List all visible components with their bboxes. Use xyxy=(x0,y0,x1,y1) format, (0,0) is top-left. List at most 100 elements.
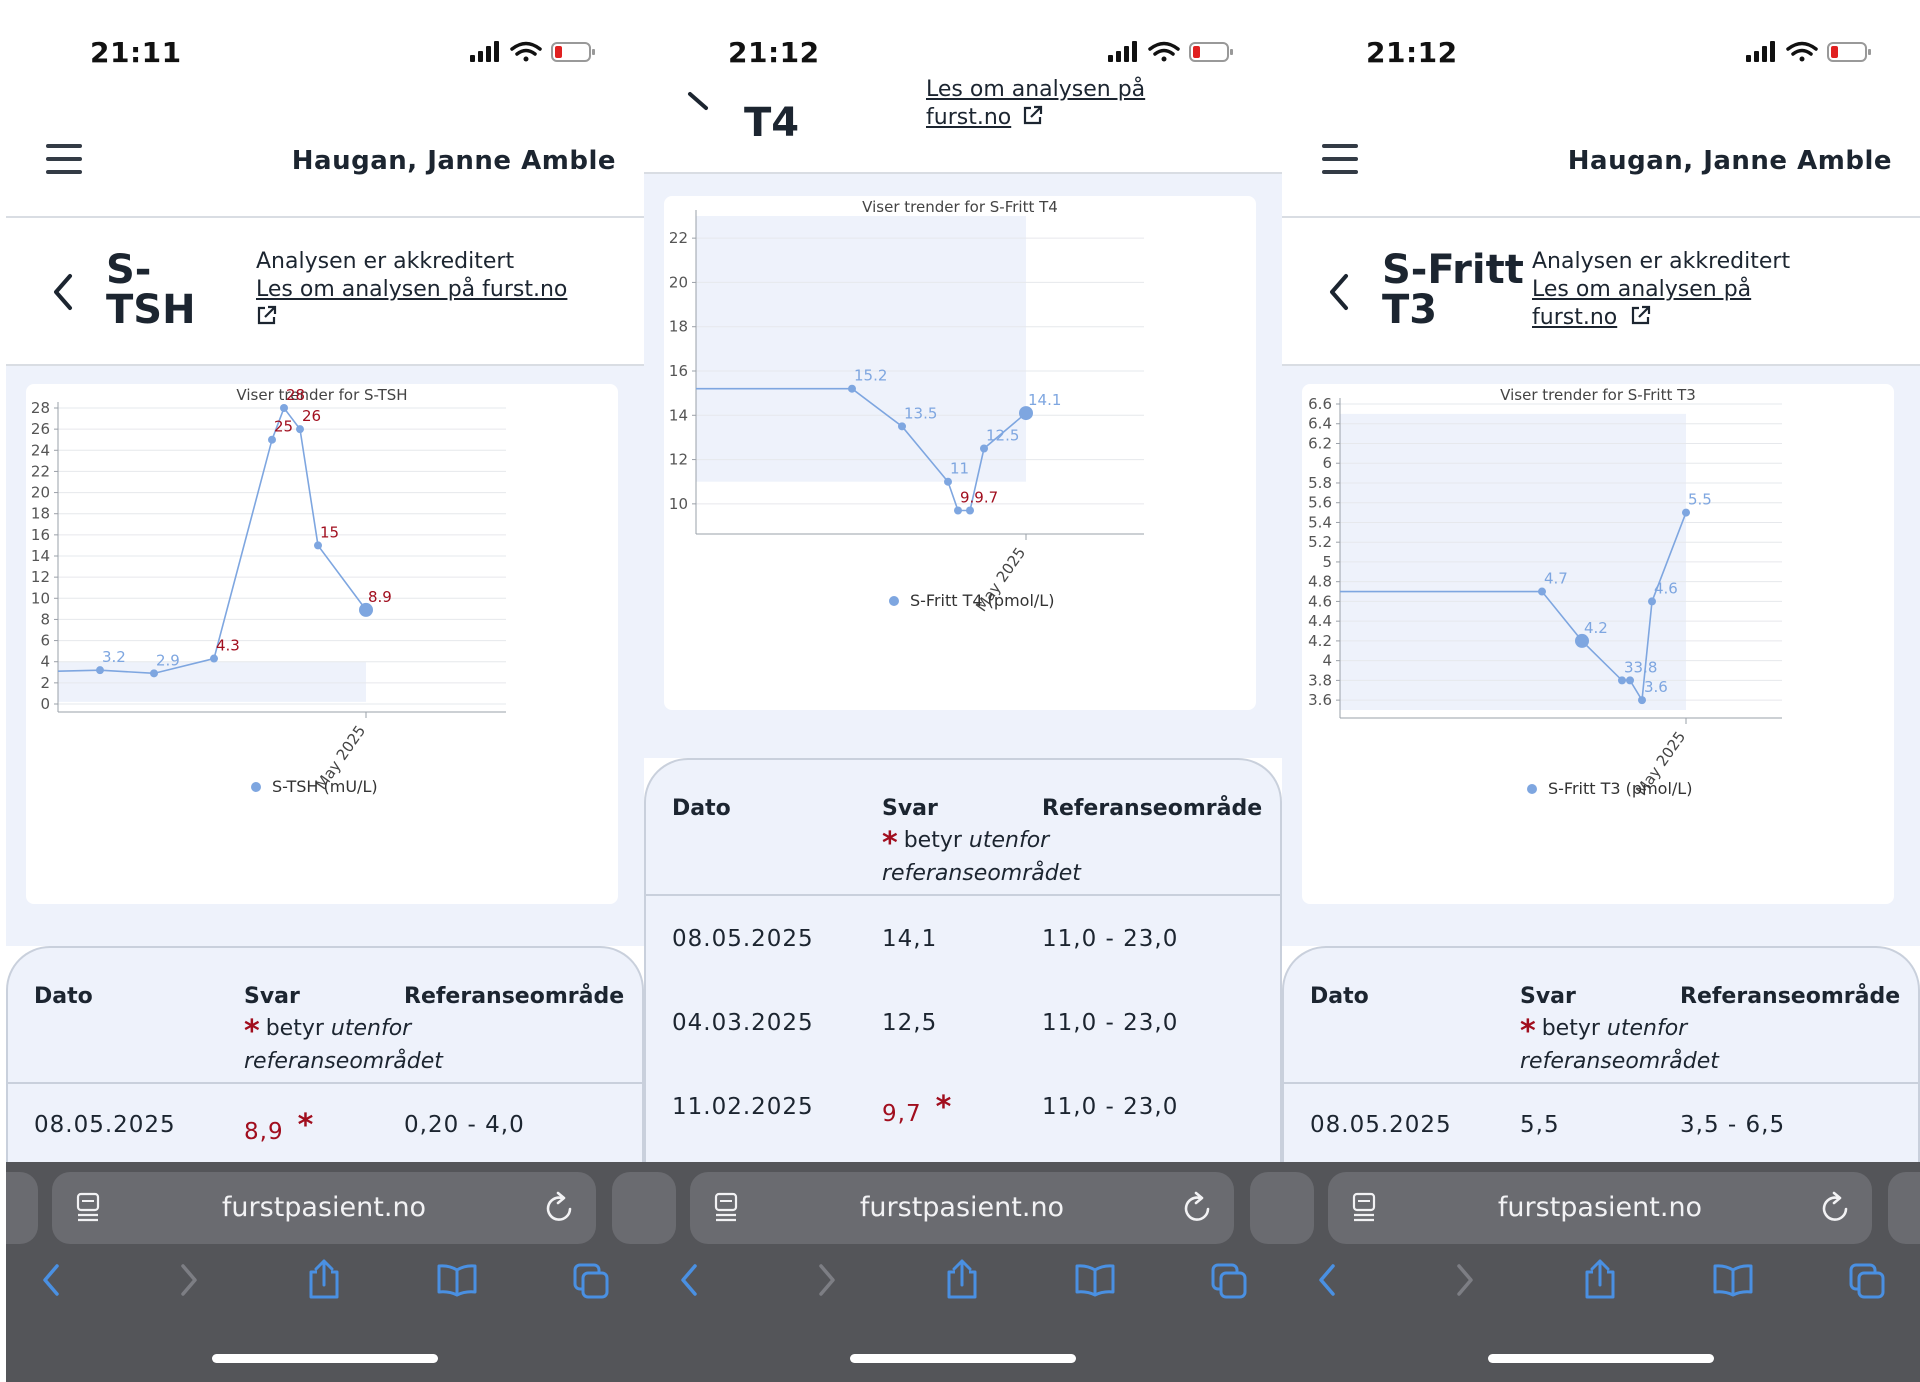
table-row[interactable]: 08.05.2025 5,5 3,5 - 6,5 xyxy=(1284,1086,1918,1162)
y-tick-label: 5 xyxy=(1322,553,1332,571)
previous-tab-stub[interactable] xyxy=(6,1172,38,1244)
status-icons xyxy=(470,41,595,62)
data-label: 33.8 xyxy=(1624,658,1657,676)
trend-section: 10 12 14 16 18 20 22 May 2025 Viser trender for … xyxy=(644,174,1282,758)
table-header: Dato Svar Referanseområde * betyr utenfor… xyxy=(646,760,1280,896)
note-emphasis: utenfor referanseområdet xyxy=(1520,1016,1719,1074)
data-point xyxy=(944,477,952,486)
test-name: T4 xyxy=(744,100,800,146)
row-value: 12,5 xyxy=(882,1010,938,1036)
reload-icon[interactable] xyxy=(1820,1190,1852,1224)
legend-marker xyxy=(251,782,261,792)
read-more-link[interactable]: Les om analysen på furst.no xyxy=(926,77,1145,130)
read-more-link[interactable]: Les om analysen på furst.no xyxy=(256,277,567,302)
back-arrow-icon[interactable] xyxy=(40,1262,62,1298)
table-row[interactable]: 08.05.2025 14,1 11,0 - 23,0 xyxy=(646,900,1280,982)
accredited-text: Analysen er akkreditert xyxy=(256,249,515,274)
note-prefix: betyr xyxy=(1541,1016,1600,1041)
next-tab-stub[interactable] xyxy=(1888,1172,1920,1244)
tabs-icon[interactable] xyxy=(1210,1262,1248,1300)
asterisk-icon: * xyxy=(1520,1014,1536,1049)
trend-section: 0 2 4 6 8 10 12 14 16 18 20 22 24 26 28 May 2025 Viser t… xyxy=(6,366,644,946)
share-icon[interactable] xyxy=(1582,1258,1618,1300)
safari-toolbar: furstpasient.no xyxy=(6,1162,644,1382)
page-menu-icon[interactable] xyxy=(714,1192,740,1222)
forward-arrow-icon[interactable] xyxy=(1454,1262,1476,1298)
trend-chart-card: 0 2 4 6 8 10 12 14 16 18 20 22 24 26 28 May 2025 Viser t… xyxy=(26,384,618,904)
y-tick-label: 24 xyxy=(31,441,50,459)
bookmarks-icon[interactable] xyxy=(1074,1262,1116,1298)
back-chevron-icon[interactable] xyxy=(686,90,712,112)
y-tick-label: 6 xyxy=(40,632,50,650)
table-header: Dato Svar Referanseområde * betyr utenfor… xyxy=(8,948,642,1084)
read-more-link-text: Les om analysen på xyxy=(926,77,1146,102)
external-link-icon[interactable] xyxy=(256,304,278,326)
forward-arrow-icon[interactable] xyxy=(816,1262,838,1298)
legend-note: * betyr utenfor referanseområdet xyxy=(882,826,1142,889)
y-tick-label: 14 xyxy=(31,547,50,565)
address-bar[interactable]: furstpasient.no xyxy=(690,1172,1234,1244)
back-chevron-icon[interactable] xyxy=(46,270,82,314)
address-bar[interactable]: furstpasient.no xyxy=(52,1172,596,1244)
cellular-signal-icon xyxy=(1108,41,1137,62)
reload-icon[interactable] xyxy=(1182,1190,1214,1224)
table-row[interactable]: 11.02.2025 9,7 * 11,0 - 23,0 xyxy=(646,1068,1280,1150)
previous-tab-stub[interactable] xyxy=(644,1172,676,1244)
share-icon[interactable] xyxy=(944,1258,980,1300)
y-tick-label: 6.6 xyxy=(1308,395,1332,413)
table-row[interactable]: 08.05.2025 8,9 * 0,20 - 4,0 xyxy=(8,1086,642,1162)
tabs-icon[interactable] xyxy=(572,1262,610,1300)
test-info: Analysen er akkreditert Les om analysen … xyxy=(256,248,616,334)
next-tab-stub[interactable] xyxy=(1250,1172,1282,1244)
chart-title: Viser trender for S-TSH xyxy=(236,386,407,404)
data-point xyxy=(954,506,962,515)
forward-arrow-icon[interactable] xyxy=(178,1262,200,1298)
back-arrow-icon[interactable] xyxy=(678,1262,700,1298)
data-label: 13.5 xyxy=(904,404,937,422)
data-label: 4.6 xyxy=(1654,579,1678,597)
table-row[interactable]: 04.03.2025 12,5 11,0 - 23,0 xyxy=(646,984,1280,1066)
wifi-icon xyxy=(510,41,542,62)
legend-note: * betyr utenfor referanseområdet xyxy=(244,1014,504,1077)
next-tab-stub[interactable] xyxy=(612,1172,644,1244)
external-link-icon[interactable] xyxy=(1022,104,1044,126)
header-date: Dato xyxy=(1310,984,1369,1009)
y-tick-label: 0 xyxy=(40,695,50,713)
data-label: 2.9 xyxy=(156,651,180,669)
row-date: 11.02.2025 xyxy=(672,1094,814,1120)
y-tick-label: 3.8 xyxy=(1308,671,1332,689)
hamburger-menu-icon[interactable] xyxy=(46,144,82,174)
data-label: 4.2 xyxy=(1584,619,1608,637)
back-arrow-icon[interactable] xyxy=(1316,1262,1338,1298)
external-link-icon[interactable] xyxy=(1630,304,1652,326)
out-of-range-flag: * xyxy=(297,1108,315,1143)
phone-screen-t3: 21:12 Haugan, Janne Amble S-Fritt T3 Ana… xyxy=(1282,0,1920,1382)
test-name-line1: S-Fritt xyxy=(1382,247,1524,293)
test-name: S-Fritt T3 xyxy=(1382,250,1562,330)
test-header-scrolled: T4 Les om analysen på furst.no xyxy=(644,77,1282,174)
data-label: 3.2 xyxy=(102,648,126,666)
previous-tab-stub[interactable] xyxy=(1282,1172,1314,1244)
bookmarks-icon[interactable] xyxy=(1712,1262,1754,1298)
row-date: 08.05.2025 xyxy=(34,1112,176,1138)
share-icon[interactable] xyxy=(306,1258,342,1300)
hamburger-menu-icon[interactable] xyxy=(1322,144,1358,174)
row-value: 14,1 xyxy=(882,926,938,952)
page-menu-icon[interactable] xyxy=(1352,1192,1378,1222)
trend-chart-card: 10 12 14 16 18 20 22 May 2025 Viser trender for … xyxy=(664,196,1256,710)
address-bar[interactable]: furstpasient.no xyxy=(1328,1172,1872,1244)
page-menu-icon[interactable] xyxy=(76,1192,102,1222)
y-tick-label: 5.2 xyxy=(1308,533,1332,551)
reload-icon[interactable] xyxy=(544,1190,576,1224)
series-line xyxy=(696,387,1027,512)
status-icons xyxy=(1108,41,1233,62)
bookmarks-icon[interactable] xyxy=(436,1262,478,1298)
data-point xyxy=(1538,587,1546,596)
url-text: furstpasient.no xyxy=(859,1192,1065,1223)
reference-range-band xyxy=(696,216,1026,482)
back-chevron-icon[interactable] xyxy=(1322,270,1358,314)
y-tick-label: 16 xyxy=(31,526,50,544)
read-more-link[interactable]: Les om analysen på furst.no xyxy=(1532,277,1751,330)
accredited-text: Analysen er akkreditert xyxy=(1532,249,1791,274)
tabs-icon[interactable] xyxy=(1848,1262,1886,1300)
